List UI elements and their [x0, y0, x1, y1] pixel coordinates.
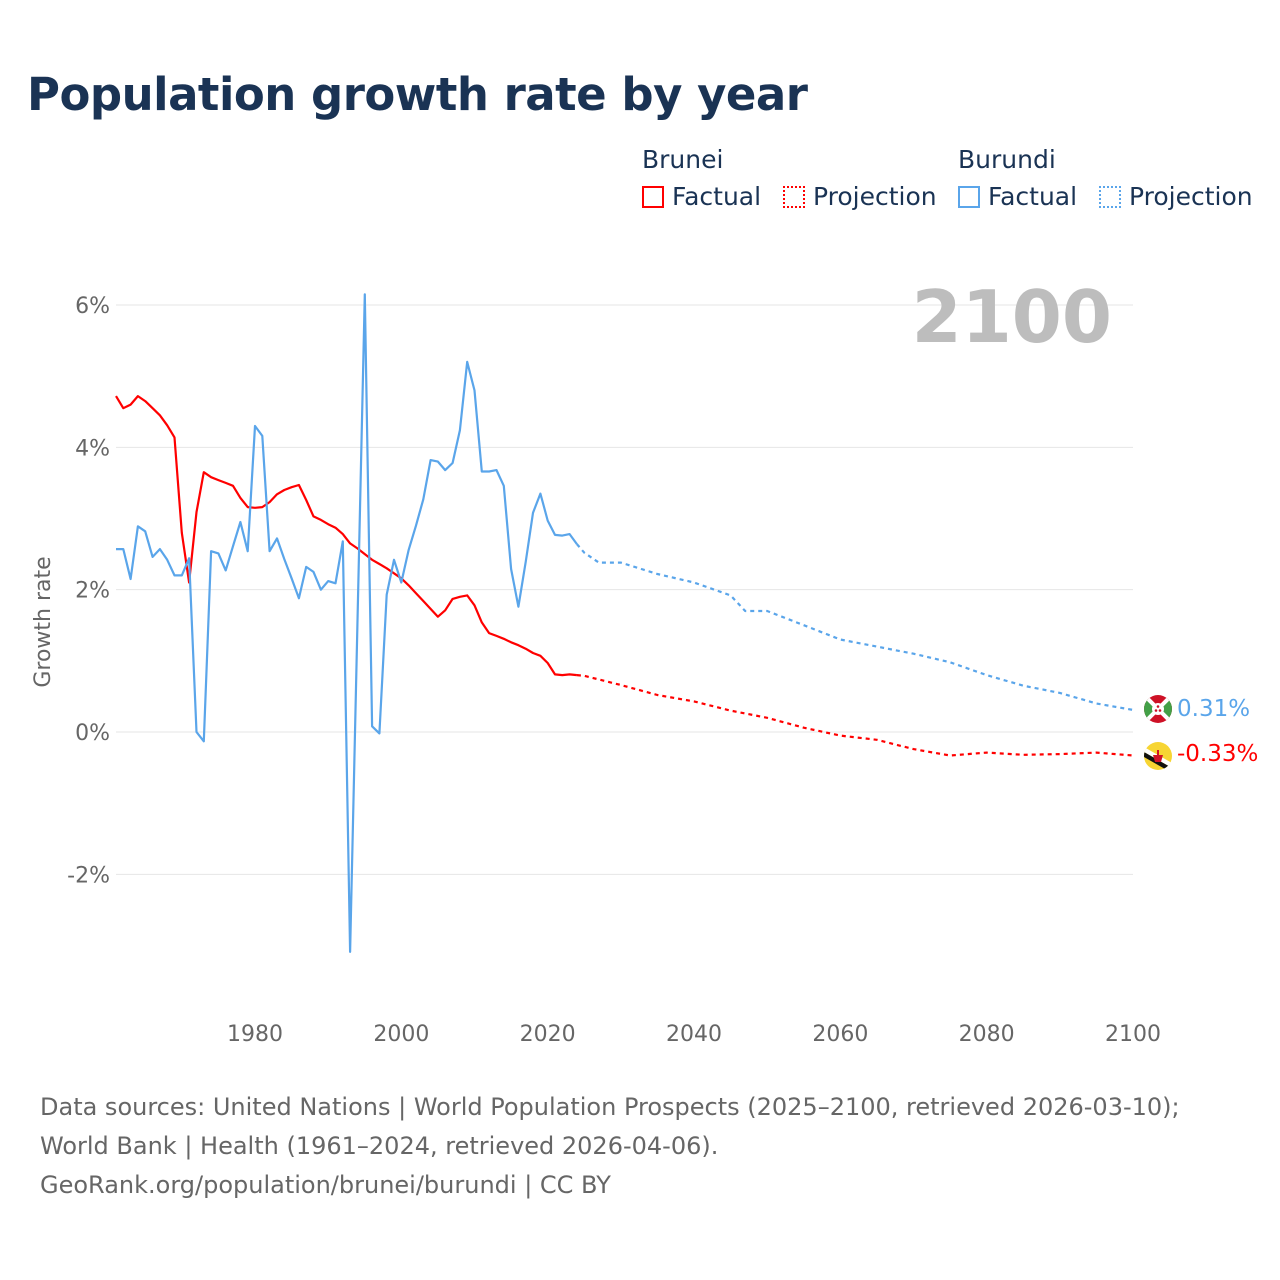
legend-swatch-dotted [783, 186, 806, 208]
legend-group-burundi: Burundi Factual Projection [958, 145, 1253, 211]
x-tick-label: 2080 [959, 1022, 1015, 1047]
legend-swatch-solid [958, 186, 980, 208]
legend-item-burundi-factual[interactable]: Factual [958, 182, 1077, 211]
burundi-projection-line [576, 543, 1134, 711]
legend-group-title: Burundi [958, 145, 1056, 174]
brunei-factual-line [115, 395, 578, 677]
burundi-flag-icon [1144, 695, 1172, 723]
y-tick-label: 4% [75, 436, 110, 461]
x-tick-label: 2100 [1105, 1022, 1161, 1047]
x-tick-label: 2020 [520, 1022, 576, 1047]
y-tick-label: -2% [67, 863, 110, 888]
x-tick-label: 2040 [666, 1022, 722, 1047]
brunei-projection-line [576, 674, 1134, 757]
y-tick-label: 0% [75, 721, 110, 746]
year-watermark: 2100 [912, 275, 1112, 359]
x-tick-label: 2060 [812, 1022, 868, 1047]
burundi-factual-line [116, 293, 578, 953]
credit-link[interactable]: GeoRank.org/population/brunei/burundi | … [40, 1171, 611, 1199]
burundi-end-label: 0.31% [1177, 696, 1250, 722]
y-tick-label: 6% [75, 294, 110, 319]
x-tick-label: 1980 [227, 1022, 283, 1047]
legend-item-burundi-projection[interactable]: Projection [1099, 182, 1253, 211]
legend-item-brunei-projection[interactable]: Projection [783, 182, 937, 211]
brunei-end-label: -0.33% [1177, 741, 1258, 767]
legend-swatch-solid [642, 186, 664, 208]
x-tick-label: 2000 [373, 1022, 429, 1047]
footer: Data sources: United Nations | World Pop… [40, 1088, 1240, 1205]
brunei-flag-icon [1144, 742, 1172, 770]
data-sources: Data sources: United Nations | World Pop… [40, 1093, 1180, 1160]
legend-swatch-dotted [1099, 186, 1122, 208]
y-axis-label: Growth rate [31, 556, 56, 687]
legend-group-title: Brunei [642, 145, 724, 174]
legend-group-brunei: Brunei Factual Projection [642, 145, 937, 211]
legend-item-brunei-factual[interactable]: Factual [642, 182, 761, 211]
y-tick-label: 2% [75, 579, 110, 604]
chart-title: Population growth rate by year [27, 68, 808, 121]
